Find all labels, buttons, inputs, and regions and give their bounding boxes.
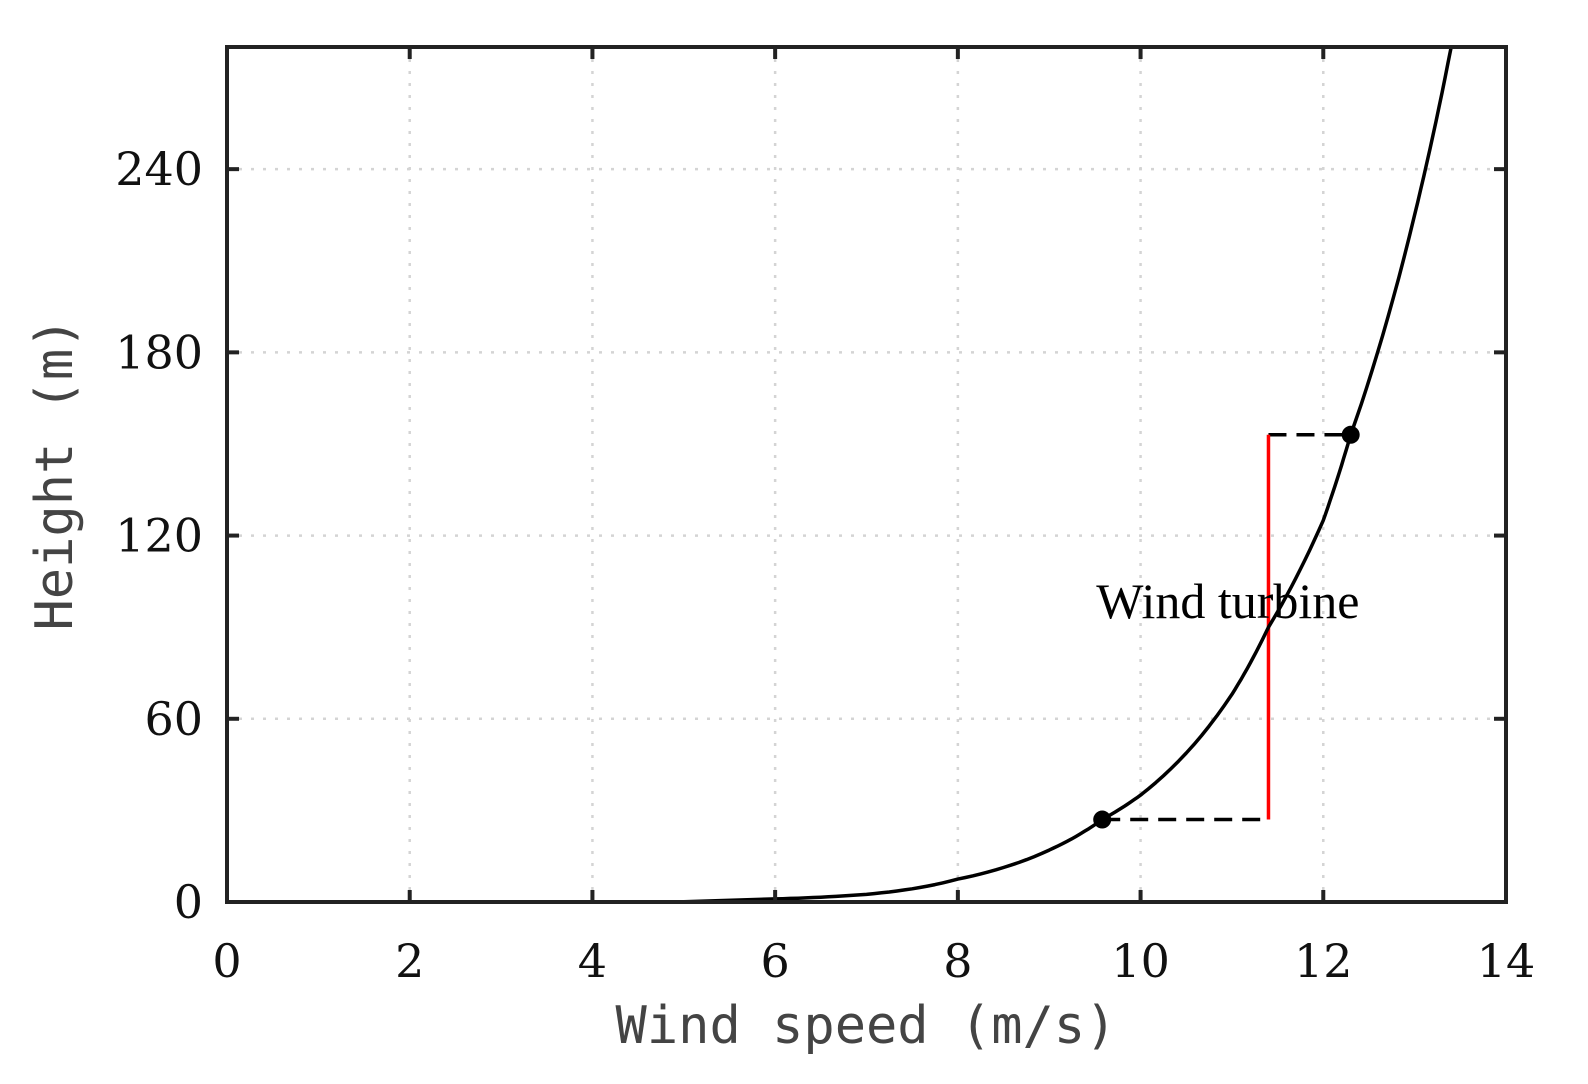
x-tick-label: 2 [395, 934, 424, 988]
grid [227, 47, 1506, 902]
data-point-marker [1093, 810, 1112, 829]
y-tick-label: 120 [115, 509, 203, 563]
y-axis-label: Height (m) [25, 317, 85, 630]
x-tick-label: 14 [1477, 934, 1536, 988]
x-tick-label: 8 [943, 934, 972, 988]
x-tick-label: 10 [1111, 934, 1170, 988]
x-axis-label: Wind speed (m/s) [616, 996, 1117, 1056]
ticks [225, 47, 1508, 904]
data-point-marker [1341, 425, 1360, 444]
y-tick-label: 0 [174, 875, 203, 929]
series [226, 46, 1453, 904]
markers [1093, 425, 1360, 829]
wind-profile-line [226, 46, 1453, 904]
y-tick-label: 240 [115, 142, 203, 196]
tick-labels: 0 2 4 6 8 10 12 14 0 60 120 180 240 [115, 142, 1535, 988]
x-tick-label: 12 [1294, 934, 1353, 988]
wind-turbine-annotation: Wind turbine [1096, 573, 1359, 629]
x-tick-label: 0 [212, 934, 241, 988]
plot-frame [225, 45, 1508, 904]
plot-border [225, 45, 1508, 904]
y-tick-label: 180 [115, 325, 203, 379]
x-tick-label: 6 [761, 934, 790, 988]
y-tick-label: 60 [144, 692, 203, 746]
x-tick-label: 4 [578, 934, 607, 988]
